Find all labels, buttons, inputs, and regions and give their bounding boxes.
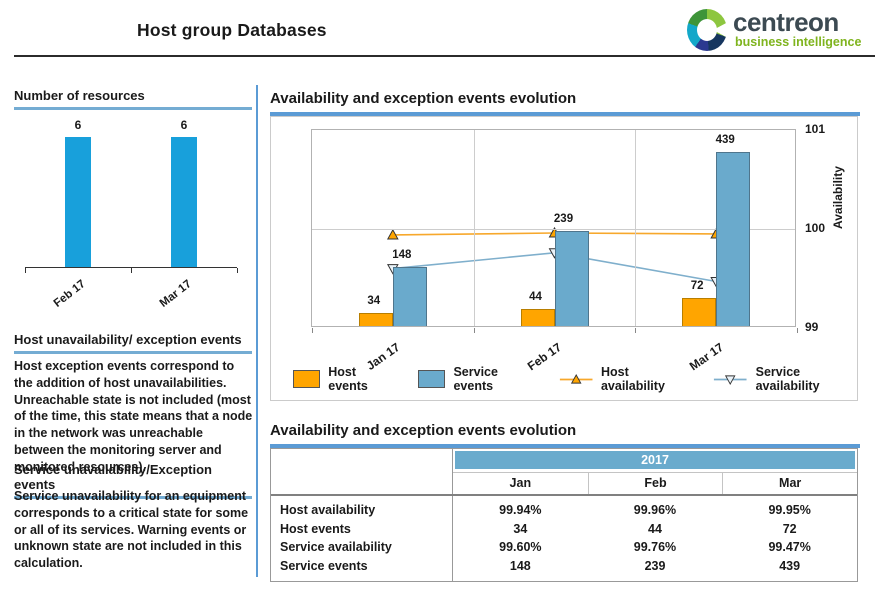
axis-tick [635, 328, 637, 333]
table-row: Host events 34 44 72 [271, 519, 857, 538]
cell-value: 99.76% [633, 540, 677, 554]
gridline [635, 130, 637, 326]
bar-value-label: 44 [529, 290, 542, 303]
cell-value: 99.47% [768, 540, 811, 554]
legend-label: Service availability [755, 365, 820, 393]
service-events-heading: Service unavailability/Exception events [14, 462, 252, 499]
legend-label: Service events [453, 365, 498, 393]
page-title-prefix: Host group [137, 20, 233, 40]
bar-value-label: 72 [690, 279, 704, 292]
legend-label: Host availability [600, 365, 665, 393]
bar-value-label: 34 [367, 294, 381, 307]
host-events-heading: Host unavailability/ exception events [14, 332, 252, 354]
gridline [312, 229, 795, 230]
brand-name: centreon [733, 7, 839, 37]
availability-table: 2017 Jan Feb Mar Host availability 99.94… [270, 448, 858, 582]
bar-value-label: 239 [553, 213, 574, 226]
table-row: Service availability 99.60% 99.76% 99.47… [271, 537, 857, 556]
year-header-cell: 2017 [453, 449, 857, 473]
right-axis-tick: 100 [805, 221, 826, 235]
resource-x-label: Mar 17 [157, 278, 194, 310]
cell-value: 99.94% [499, 503, 542, 517]
host-events-bar [520, 308, 555, 326]
vertical-divider [256, 85, 258, 577]
axis-tick [312, 328, 313, 333]
header-divider [14, 55, 875, 57]
events-evolution-chart: 34 148 Jan 17 44 239 Feb 17 72 439 Mar 17 101 10… [270, 116, 858, 401]
column-header-jan: Jan [509, 476, 532, 490]
page-title: Host group Databases [137, 20, 327, 41]
legend-item-host-availability: Host availability [559, 365, 688, 393]
axis-tick [237, 268, 238, 273]
axis-tick [473, 328, 475, 333]
right-axis-tick: 101 [805, 122, 826, 136]
brand-text: centreon business intelligence [733, 9, 861, 49]
service-events-bar [392, 267, 427, 326]
table-corner-cell [271, 449, 453, 473]
cell-value: 99.95% [768, 503, 811, 517]
resource-bar [171, 136, 197, 267]
axis-tick [797, 328, 798, 333]
host-availability-marker-icon [559, 373, 593, 384]
legend-item-service-availability: Service availability [713, 365, 857, 393]
resources-heading: Number of resources [14, 88, 252, 110]
page-title-hostgroup: Databases [237, 20, 327, 40]
resource-x-label: Feb 17 [51, 278, 88, 310]
chart-section-title: Availability and exception events evolut… [270, 90, 860, 116]
legend-item-host-events: Host events [293, 365, 392, 393]
resource-bar-value: 6 [74, 117, 82, 132]
brand-logo: centreon business intelligence [687, 9, 861, 51]
host-events-bar [682, 297, 717, 326]
table-row: Service events 148 239 439 [271, 556, 857, 581]
plot-area: 34 148 Jan 17 44 239 Feb 17 72 439 Mar 17 [311, 129, 798, 373]
host-events-swatch [293, 370, 321, 388]
host-events-bar [358, 312, 393, 326]
cell-value: 99.96% [633, 503, 677, 517]
legend-label: Host events [328, 365, 368, 393]
cell-value: 44 [648, 521, 662, 536]
centreon-logo-icon [687, 9, 727, 51]
service-availability-marker-icon [714, 374, 747, 385]
table-corner-cell [271, 473, 453, 494]
chart-legend: Host events Service events Host availabi… [293, 365, 857, 393]
cell-value: 239 [644, 558, 666, 573]
cell-value: 34 [513, 521, 528, 536]
service-events-swatch [418, 370, 446, 388]
resource-bar-value: 6 [180, 117, 188, 132]
column-header-feb: Feb [587, 473, 723, 494]
axis-tick [25, 268, 26, 273]
resource-bar [65, 136, 91, 267]
host-events-description: Host exception events correspond to the … [14, 359, 253, 474]
row-label: Service availability [271, 537, 453, 556]
right-axis-label: Availability [831, 166, 845, 230]
bar-value-label: 439 [715, 134, 735, 147]
table-year-row: 2017 [271, 449, 857, 473]
cell-value: 99.60% [499, 540, 542, 554]
column-header-mar: Mar [722, 473, 857, 494]
cell-value: 439 [779, 558, 801, 573]
service-events-bar [554, 231, 589, 326]
axis-tick [131, 268, 132, 273]
right-axis-tick: 99 [805, 320, 819, 334]
cell-value: 148 [509, 558, 531, 573]
table-header-row: Jan Feb Mar [271, 473, 857, 496]
row-label: Host availability [271, 496, 453, 519]
table-section-title: Availability and exception events evolut… [270, 422, 860, 448]
bar-value-label: 148 [392, 249, 412, 262]
service-events-bar [716, 152, 751, 326]
year-banner: 2017 [455, 451, 855, 469]
gridline [473, 130, 475, 326]
row-label: Host events [271, 519, 453, 538]
brand-tagline: business intelligence [735, 35, 862, 49]
legend-item-service-events: Service events [418, 365, 532, 393]
service-events-description: Service unavailability for an equipment … [14, 489, 249, 570]
resources-bar-chart: 6 Feb 17 6 Mar 17 [25, 116, 238, 310]
table-row: Host availability 99.94% 99.96% 99.95% [271, 496, 857, 519]
row-label: Service events [271, 556, 453, 581]
cell-value: 72 [782, 521, 797, 536]
